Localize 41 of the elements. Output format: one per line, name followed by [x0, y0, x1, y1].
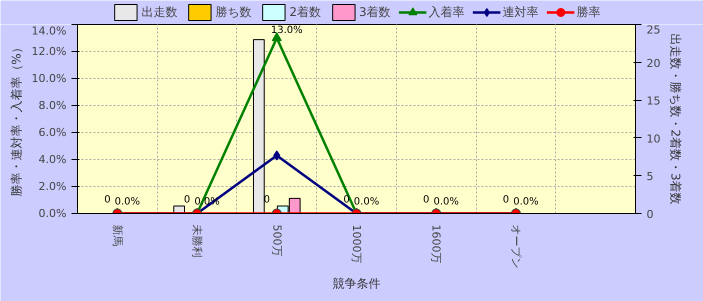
x-tick-label: オープン: [509, 224, 522, 268]
y2-tick-label: 15: [646, 94, 660, 108]
data-label: 0: [502, 194, 510, 206]
data-label: 0.0%: [354, 196, 380, 208]
data-label: 0: [423, 194, 430, 206]
y2-tick-label: 5: [646, 170, 654, 184]
legend-label: 勝率: [576, 4, 601, 20]
legend-label: 勝ち数: [215, 4, 252, 20]
y-tick-label: 0.0%: [38, 207, 67, 220]
data-label: 0: [264, 194, 270, 206]
x-tick-label: 1000万: [350, 224, 363, 264]
y2-tick-label: 0: [646, 208, 654, 221]
data-label: 0.0%: [513, 196, 539, 208]
x-tick-label: 未勝利: [190, 224, 204, 258]
y-tick-label: 10.0%: [32, 72, 67, 85]
data-label: 13.0%: [270, 25, 303, 36]
y-tick-label: 14.0%: [32, 24, 67, 38]
y2-tick-label: 25: [646, 24, 660, 36]
x-tick-label: 500万: [270, 224, 284, 256]
y2-tick-label: 10: [646, 132, 660, 146]
legend-label: 入着率: [428, 4, 465, 20]
y-tick-label: 4.0%: [38, 153, 67, 166]
x-tick-label: 新馬: [110, 224, 124, 246]
y-tick-label: 12.0%: [32, 45, 67, 58]
y2-tick-label: 20: [646, 56, 660, 70]
data-label: 0.0%: [114, 196, 140, 208]
y2-axis-title: 出走数・勝ち数・2着数・3着数: [668, 33, 682, 205]
data-label: 0: [184, 194, 190, 206]
y-tick-label: 8.0%: [38, 99, 67, 112]
legend-label: 3着数: [359, 4, 391, 20]
y-axis-title: 勝率・連対率・入着率（%）: [10, 41, 24, 197]
legend-label: 出走数: [141, 4, 178, 20]
data-label: 0.0%: [434, 196, 459, 208]
y-tick-label: 2.0%: [38, 180, 67, 193]
x-axis-title: 競争条件: [332, 276, 380, 290]
data-label: 0: [343, 194, 350, 206]
legend-label: 連対率: [502, 4, 539, 20]
legend-label: 2着数: [289, 4, 321, 20]
x-tick-label: 1600万: [430, 224, 443, 264]
y-tick-label: 6.0%: [38, 126, 67, 139]
data-label: 0: [104, 194, 111, 206]
